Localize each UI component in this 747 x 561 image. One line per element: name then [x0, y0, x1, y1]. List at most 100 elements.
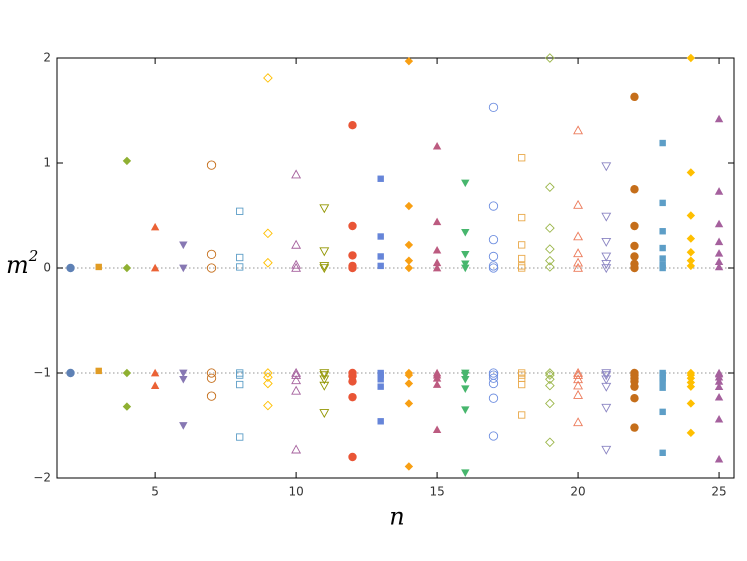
- data-point: [601, 403, 612, 413]
- data-point: [206, 249, 217, 260]
- data-point: [263, 378, 273, 389]
- data-point: [686, 399, 696, 408]
- data-point: [236, 253, 244, 262]
- data-point: [714, 392, 724, 401]
- data-point: [573, 374, 584, 384]
- data-point: [659, 384, 666, 391]
- data-point: [348, 452, 357, 462]
- data-point: [319, 381, 330, 391]
- data-point: [404, 462, 414, 471]
- data-point: [488, 368, 499, 378]
- data-point: [377, 376, 384, 383]
- data-point: [545, 255, 555, 266]
- data-point: [319, 247, 330, 257]
- data-point: [66, 263, 75, 273]
- data-point: [573, 369, 584, 379]
- data-point: [714, 114, 724, 123]
- data-point: [573, 380, 584, 390]
- data-point: [404, 240, 414, 250]
- data-point: [404, 379, 414, 388]
- data-point: [236, 433, 244, 441]
- data-point: [404, 399, 414, 408]
- data-point: [236, 263, 244, 271]
- data-point: [545, 262, 555, 272]
- data-point: [601, 445, 612, 455]
- data-point: [714, 257, 724, 266]
- data-point: [404, 256, 414, 265]
- x-axis-label: n: [389, 503, 404, 531]
- data-point: [488, 102, 499, 113]
- data-point: [319, 264, 330, 274]
- data-point: [545, 398, 555, 409]
- data-point: [236, 380, 244, 389]
- y-tick-label: 2: [43, 51, 51, 65]
- x-tick-label: 20: [570, 485, 585, 499]
- data-point: [206, 160, 217, 170]
- data-point: [348, 121, 357, 130]
- data-point: [573, 257, 584, 267]
- data-point: [630, 185, 639, 194]
- data-point: [545, 223, 555, 233]
- data-point: [518, 154, 526, 162]
- data-point: [630, 382, 639, 391]
- data-point: [348, 263, 357, 273]
- data-point: [714, 237, 724, 246]
- data-point: [573, 199, 584, 209]
- data-point: [150, 263, 160, 272]
- data-point: [377, 418, 384, 425]
- data-point: [518, 213, 526, 222]
- data-point: [545, 370, 555, 380]
- data-point: [461, 260, 470, 268]
- data-point: [432, 374, 442, 382]
- data-point: [263, 257, 273, 268]
- data-point: [518, 411, 526, 419]
- data-point: [545, 437, 555, 448]
- data-point: [377, 383, 384, 390]
- data-point: [545, 244, 555, 254]
- data-point: [659, 408, 666, 416]
- data-point: [66, 368, 75, 378]
- data-point: [630, 263, 639, 273]
- data-point: [714, 373, 724, 381]
- data-point: [291, 262, 302, 272]
- data-point: [714, 415, 724, 423]
- data-point: [461, 375, 470, 384]
- y-label-superscript: 2: [28, 247, 39, 265]
- data-point: [291, 369, 302, 379]
- data-point: [461, 179, 470, 188]
- data-point: [488, 201, 499, 211]
- data-point: [404, 56, 414, 66]
- data-point: [545, 53, 555, 63]
- data-point: [601, 369, 612, 379]
- data-point: [714, 262, 724, 271]
- data-point: [573, 417, 584, 427]
- data-point: [686, 53, 696, 63]
- data-point: [686, 382, 696, 391]
- data-point: [630, 92, 639, 102]
- data-point: [601, 237, 612, 247]
- data-point: [461, 228, 470, 237]
- data-point: [348, 377, 357, 386]
- data-point: [461, 264, 470, 273]
- y-tick-label: −1: [33, 366, 51, 380]
- data-point: [179, 369, 188, 378]
- data-point: [686, 248, 696, 257]
- data-point: [686, 168, 696, 177]
- data-point: [630, 252, 639, 261]
- data-point: [714, 377, 724, 385]
- data-point: [488, 261, 499, 271]
- data-point: [179, 264, 188, 273]
- data-point: [714, 187, 724, 195]
- data-point: [545, 374, 555, 385]
- data-point: [659, 378, 666, 385]
- data-point: [206, 373, 217, 383]
- x-tick-label: 5: [151, 485, 159, 499]
- data-point: [263, 368, 273, 378]
- data-point: [659, 264, 666, 272]
- x-tick-label: 25: [711, 485, 726, 499]
- y-label-base: m: [6, 251, 29, 279]
- data-point: [659, 255, 666, 262]
- data-point: [179, 241, 188, 250]
- data-point: [206, 263, 217, 273]
- data-point: [461, 406, 470, 414]
